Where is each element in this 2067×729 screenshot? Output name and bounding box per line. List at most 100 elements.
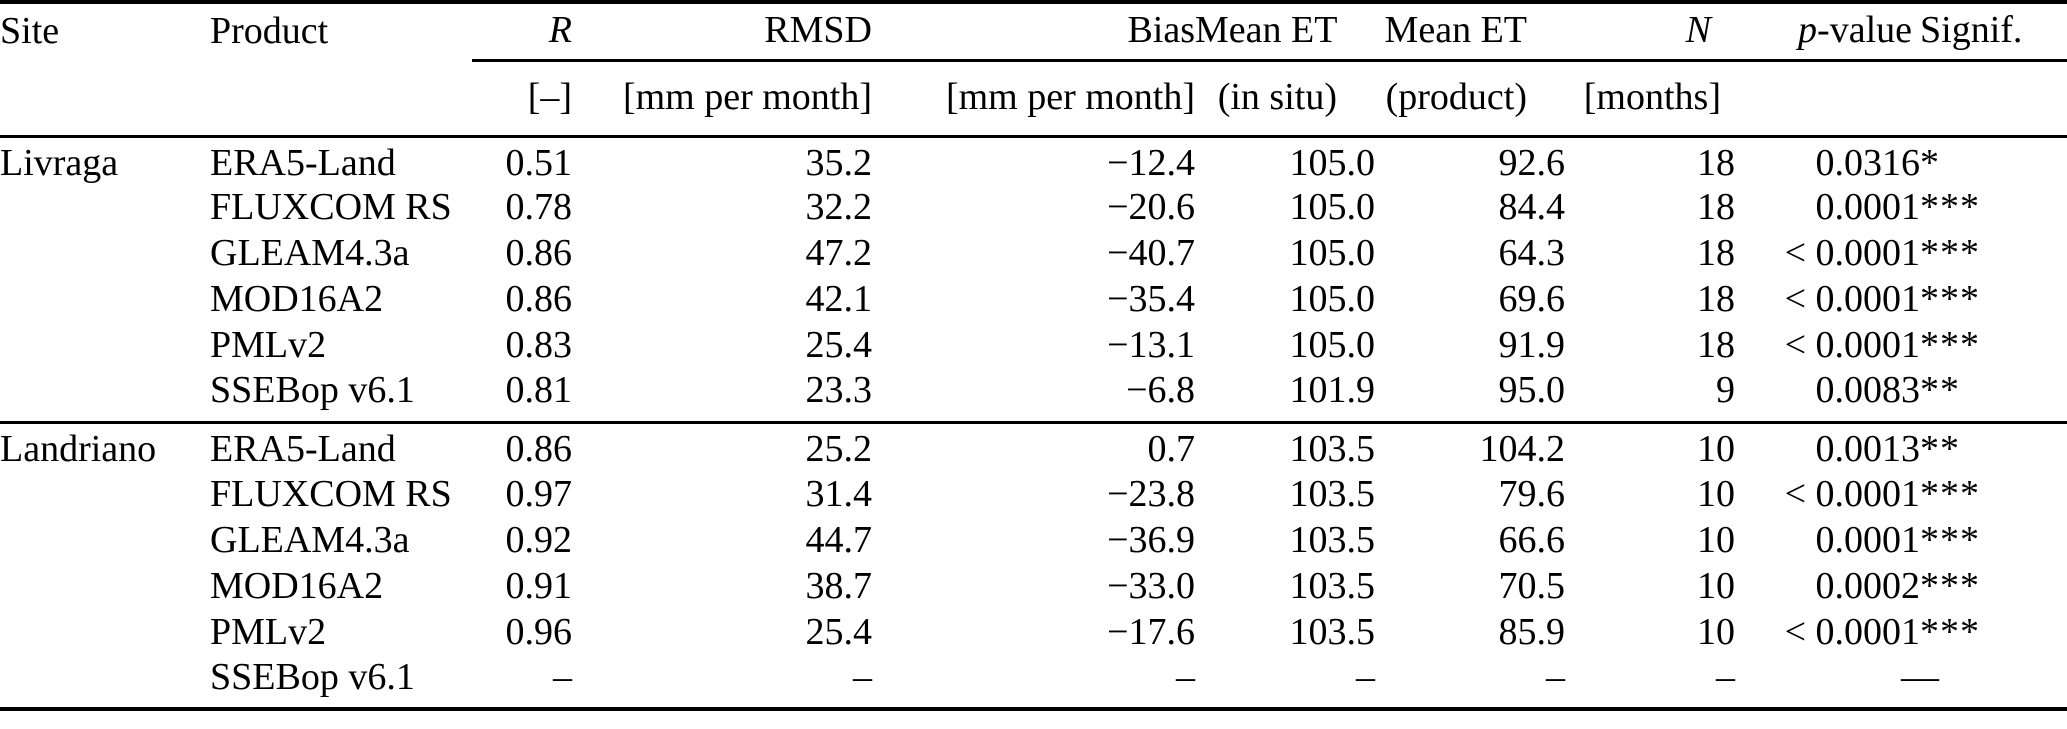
cell-p-value: < 0.0001 bbox=[1784, 472, 1920, 515]
col-header-site: Site bbox=[0, 10, 60, 53]
cell-n: 10 bbox=[1697, 610, 1735, 653]
cell-n: 10 bbox=[1697, 472, 1735, 515]
cell-rmsd: 23.3 bbox=[805, 369, 873, 412]
cell-product: GLEAM4.3a bbox=[210, 232, 410, 275]
cell-signif: *** bbox=[1920, 324, 1980, 367]
cell-site bbox=[0, 185, 210, 231]
col-header-product: Product bbox=[210, 10, 329, 53]
cell-n: 18 bbox=[1697, 324, 1735, 367]
cell-n: – bbox=[1716, 655, 1735, 698]
cell-n: 10 bbox=[1697, 564, 1735, 607]
table-row: GLEAM4.3a 0.92 44.7 −36.9 103.5 66.6 10 0.0001 *… bbox=[0, 518, 2067, 564]
cell-product: SSEBop v6.1 bbox=[210, 655, 415, 698]
cell-signif: *** bbox=[1920, 610, 1980, 653]
cell-site bbox=[0, 610, 210, 656]
cell-site bbox=[0, 231, 210, 277]
cell-mean-et-insitu: 103.5 bbox=[1195, 420, 1375, 472]
table-row: Landriano ERA5-Land 0.86 25.2 0.7 103.5 104.2 1… bbox=[0, 420, 2067, 472]
cell-bias: 0.7 bbox=[872, 420, 1195, 472]
cell-rmsd: 44.7 bbox=[805, 518, 873, 561]
cell-p-value: < 0.0001 bbox=[1784, 610, 1920, 653]
cell-bias: −23.8 bbox=[1107, 472, 1195, 515]
p-value-header-p: p bbox=[1798, 9, 1818, 52]
unit-mean-et-product: (product) bbox=[1375, 60, 1565, 138]
cell-r: 0.86 bbox=[505, 278, 573, 321]
cell-signif: *** bbox=[1920, 186, 1980, 229]
cell-bias: −13.1 bbox=[1107, 324, 1195, 367]
cell-rmsd: 25.4 bbox=[805, 324, 873, 367]
cell-signif: *** bbox=[1920, 278, 1980, 321]
col-header-mean-et-product: Mean ET bbox=[1375, 2, 1565, 62]
cell-mean-et-insitu: 105.0 bbox=[1289, 232, 1376, 275]
cell-product: ERA5-Land bbox=[210, 420, 472, 472]
cell-r: 0.78 bbox=[505, 186, 573, 229]
cell-site bbox=[0, 564, 210, 610]
cell-signif: *** bbox=[1920, 232, 1980, 275]
cell-site: Livraga bbox=[0, 141, 119, 184]
cell-mean-et-insitu: 103.5 bbox=[1289, 610, 1376, 653]
cell-site: Landriano bbox=[0, 420, 210, 472]
cell-product: GLEAM4.3a bbox=[210, 518, 410, 561]
table-row: FLUXCOM RS 0.78 32.2 −20.6 105.0 84.4 18 0.0001… bbox=[0, 185, 2067, 231]
cell-site bbox=[0, 277, 210, 323]
cell-n: 18 bbox=[1697, 186, 1735, 229]
cell-bias: −40.7 bbox=[1107, 232, 1195, 275]
unit-r: [–] bbox=[472, 60, 572, 138]
cell-n: 10 bbox=[1565, 420, 1735, 472]
cell-r: 0.51 bbox=[505, 141, 573, 184]
table-row: PMLv2 0.83 25.4 −13.1 105.0 91.9 18 < 0.0001 *** bbox=[0, 323, 2067, 369]
cell-bias: −36.9 bbox=[1107, 518, 1195, 561]
cell-mean-et-insitu: – bbox=[1356, 655, 1375, 698]
cell-mean-et-product: 104.2 bbox=[1375, 420, 1565, 472]
cell-product: FLUXCOM RS bbox=[210, 186, 452, 229]
cell-site bbox=[0, 369, 210, 422]
table-row: GLEAM4.3a 0.86 47.2 −40.7 105.0 64.3 18 < 0.000… bbox=[0, 231, 2067, 277]
unit-bias: [mm per month] bbox=[872, 60, 1195, 138]
cell-p-value: 0.0316 bbox=[1815, 141, 1921, 184]
cell-mean-et-insitu: 103.5 bbox=[1289, 564, 1376, 607]
cell-r: – bbox=[553, 655, 572, 698]
cell-product: MOD16A2 bbox=[210, 278, 384, 321]
cell-mean-et-product: 84.4 bbox=[1498, 186, 1566, 229]
cell-signif: * bbox=[1920, 141, 1940, 184]
table-row: MOD16A2 0.86 42.1 −35.4 105.0 69.6 18 < 0.0001 *… bbox=[0, 277, 2067, 323]
cell-rmsd: – bbox=[853, 655, 872, 698]
cell-n: 18 bbox=[1697, 141, 1735, 184]
cell-r: 0.91 bbox=[505, 564, 573, 607]
cell-bias: −20.6 bbox=[1107, 186, 1195, 229]
header-row-labels: Site Product R RMSD Bias Mean ET Mean ET… bbox=[0, 2, 2067, 62]
col-header-p-value: p-value bbox=[1735, 2, 1920, 62]
cell-p-value: < 0.0001 bbox=[1784, 232, 1920, 275]
cell-p-value: 0.0001 bbox=[1815, 518, 1921, 561]
cell-r: 0.86 bbox=[472, 420, 572, 472]
col-header-signif: Signif. bbox=[1920, 2, 2067, 62]
cell-product: FLUXCOM RS bbox=[210, 472, 452, 515]
unit-product-empty bbox=[210, 60, 472, 138]
col-header-n: N bbox=[1565, 2, 1735, 62]
table-row: SSEBop v6.1 0.81 23.3 −6.8 101.9 95.0 9 0.0083 *… bbox=[0, 369, 2067, 422]
cell-p-value: < 0.0001 bbox=[1784, 278, 1920, 321]
cell-signif: *** bbox=[1920, 518, 1980, 561]
table-row: SSEBop v6.1– – – – – – – – bbox=[0, 656, 2067, 710]
col-header-rmsd: RMSD bbox=[572, 2, 872, 62]
cell-p-value: 0.0002 bbox=[1815, 564, 1921, 607]
cell-mean-et-product: 91.9 bbox=[1498, 324, 1566, 367]
cell-product: PMLv2 bbox=[210, 324, 327, 367]
cell-signif: *** bbox=[1920, 564, 1980, 607]
cell-r: 0.92 bbox=[505, 518, 573, 561]
cell-mean-et-product: 92.6 bbox=[1498, 141, 1566, 184]
cell-signif: ** bbox=[1920, 369, 1960, 412]
table-row: PMLv2 0.96 25.4 −17.6 103.5 85.9 10 < 0.0001 *** bbox=[0, 610, 2067, 656]
cell-rmsd: 35.2 bbox=[805, 141, 873, 184]
table-row: FLUXCOM RS 0.97 31.4 −23.8 103.5 79.6 10 < 0.00… bbox=[0, 472, 2067, 518]
cell-r: 0.97 bbox=[505, 472, 573, 515]
et-validation-stats-table: Site Product R RMSD Bias Mean ET Mean ET… bbox=[0, 0, 2067, 712]
unit-signif-empty bbox=[1920, 60, 2067, 138]
table-body: Livraga ERA5-Land 0.51 35.2 −12.4 105.0 92.6 18… bbox=[0, 136, 2067, 709]
cell-p-value: – bbox=[1901, 655, 1920, 698]
cell-rmsd: 31.4 bbox=[805, 472, 873, 515]
cell-n: 10 bbox=[1697, 518, 1735, 561]
table-row: MOD16A2 0.91 38.7 −33.0 103.5 70.5 10 0.0002 *** bbox=[0, 564, 2067, 610]
p-value-header-rest: -value bbox=[1817, 9, 1912, 52]
